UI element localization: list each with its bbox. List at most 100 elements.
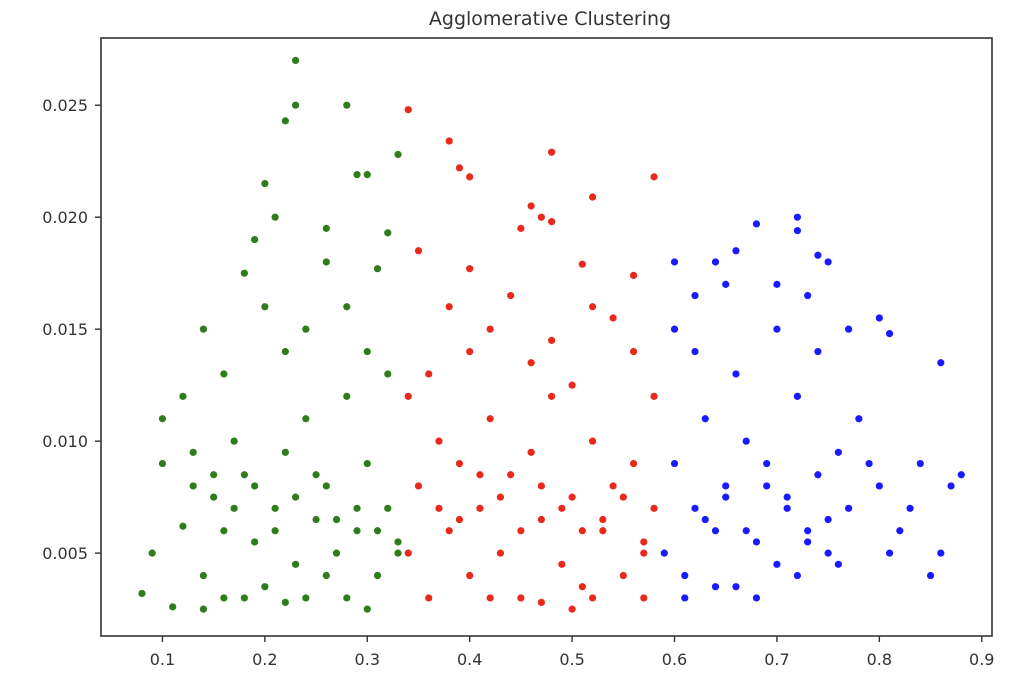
data-point bbox=[373, 265, 382, 273]
data-point bbox=[711, 258, 720, 266]
plot-area-frame bbox=[100, 37, 993, 637]
data-point bbox=[691, 504, 699, 512]
data-point bbox=[537, 213, 545, 221]
data-point bbox=[885, 549, 894, 557]
data-point bbox=[670, 459, 679, 468]
data-point bbox=[537, 598, 545, 607]
data-point bbox=[824, 515, 832, 524]
x-tick-label: 0.1 bbox=[150, 650, 175, 669]
data-point bbox=[322, 571, 330, 580]
data-point bbox=[609, 482, 617, 490]
data-point bbox=[322, 258, 330, 266]
x-tick-label: 0.8 bbox=[867, 650, 892, 669]
data-point bbox=[885, 330, 894, 338]
data-point bbox=[527, 359, 535, 367]
data-point bbox=[271, 213, 279, 221]
data-point bbox=[896, 527, 904, 535]
data-point bbox=[537, 515, 545, 524]
data-point bbox=[251, 235, 259, 244]
y-axis: 0.005 0.010 0.015 0.020 0.025 bbox=[42, 96, 101, 563]
data-point bbox=[517, 224, 525, 232]
data-point bbox=[210, 493, 218, 501]
x-tick-label: 0.7 bbox=[764, 650, 789, 669]
data-point bbox=[834, 560, 842, 568]
data-point bbox=[670, 258, 679, 266]
data-point bbox=[199, 571, 208, 580]
y-tick-label: 0.005 bbox=[42, 544, 88, 563]
data-point bbox=[875, 482, 883, 490]
data-point bbox=[394, 150, 402, 159]
x-axis: 0.1 0.2 0.3 0.4 0.5 0.6 0.7 0.8 0.9 bbox=[150, 636, 994, 669]
data-point bbox=[322, 482, 330, 490]
data-point bbox=[681, 571, 689, 580]
data-point bbox=[588, 193, 597, 201]
data-point bbox=[804, 538, 812, 546]
data-point bbox=[281, 117, 289, 125]
data-point bbox=[476, 471, 484, 479]
data-point bbox=[312, 515, 320, 524]
data-point bbox=[793, 227, 802, 235]
x-tick-label: 0.5 bbox=[559, 650, 584, 669]
data-point bbox=[322, 224, 330, 232]
data-point bbox=[722, 493, 730, 501]
data-point bbox=[711, 583, 720, 591]
data-point bbox=[312, 471, 320, 479]
chart-title: Agglomerative Clustering bbox=[429, 8, 671, 30]
data-point bbox=[773, 280, 781, 288]
y-tick-label: 0.020 bbox=[42, 208, 88, 227]
data-point bbox=[414, 247, 423, 255]
data-point bbox=[455, 164, 464, 172]
data-point bbox=[261, 303, 269, 311]
data-point bbox=[845, 325, 853, 333]
data-point bbox=[199, 325, 208, 333]
x-tick-label: 0.6 bbox=[662, 650, 687, 669]
data-point bbox=[650, 392, 658, 400]
data-point bbox=[384, 504, 392, 512]
data-point bbox=[691, 291, 699, 300]
data-point bbox=[466, 571, 474, 580]
data-point bbox=[609, 314, 617, 322]
data-point bbox=[486, 415, 494, 423]
data-point bbox=[394, 549, 402, 557]
data-point bbox=[568, 605, 576, 613]
data-point bbox=[363, 605, 371, 613]
data-point bbox=[445, 137, 453, 145]
data-point bbox=[384, 370, 392, 378]
data-point bbox=[814, 471, 822, 479]
data-point bbox=[363, 459, 371, 468]
y-tick-label: 0.015 bbox=[42, 320, 88, 339]
data-point bbox=[496, 493, 505, 501]
data-point bbox=[957, 471, 965, 479]
data-point bbox=[793, 213, 802, 221]
data-point bbox=[343, 303, 351, 311]
data-point bbox=[455, 515, 464, 524]
data-point bbox=[220, 370, 228, 378]
data-point bbox=[240, 594, 248, 602]
data-point bbox=[558, 560, 566, 568]
data-point bbox=[353, 171, 361, 179]
data-point bbox=[804, 527, 812, 535]
data-point bbox=[425, 370, 433, 378]
data-point bbox=[711, 527, 720, 535]
data-point bbox=[466, 347, 474, 356]
data-point bbox=[302, 415, 310, 423]
data-point bbox=[619, 571, 627, 580]
data-point bbox=[845, 504, 853, 512]
data-point bbox=[404, 392, 412, 400]
data-point bbox=[445, 303, 453, 311]
data-point bbox=[752, 538, 761, 546]
data-point bbox=[906, 504, 914, 512]
data-point bbox=[722, 482, 730, 490]
data-point bbox=[681, 594, 689, 602]
data-point bbox=[517, 527, 525, 535]
data-point bbox=[404, 549, 412, 557]
data-point bbox=[588, 437, 597, 445]
data-point bbox=[302, 325, 310, 333]
data-point bbox=[752, 220, 761, 228]
data-point bbox=[783, 493, 791, 501]
y-tick-label: 0.025 bbox=[42, 96, 88, 115]
data-point bbox=[599, 527, 607, 535]
data-point bbox=[343, 594, 351, 602]
data-point bbox=[763, 482, 771, 490]
data-point bbox=[937, 549, 945, 557]
